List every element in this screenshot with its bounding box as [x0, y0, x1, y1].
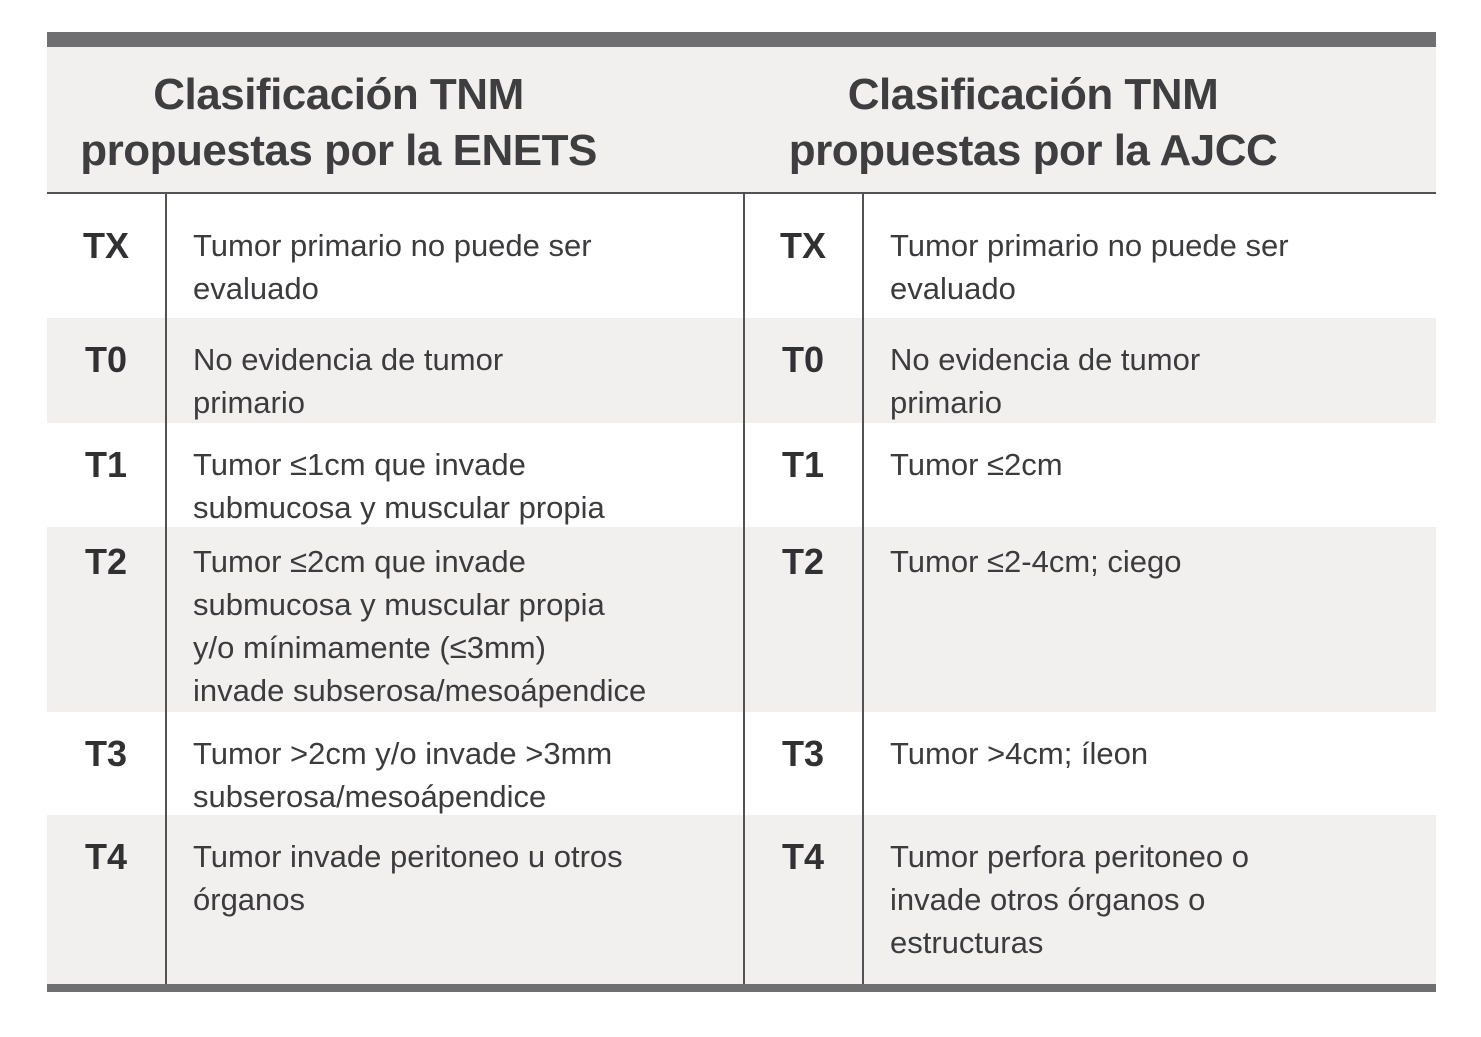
- ajcc-row-tx-desc: Tumor primario no puede ser evaluado: [890, 228, 1289, 306]
- enets-table-title: Clasificación TNM propuestas por la ENET…: [80, 70, 597, 175]
- table-bottom-border-bar: [47, 984, 1436, 992]
- table-top-border-bar: [47, 32, 1436, 47]
- table-row-tx: TX Tumor primario no puede ser evaluado …: [47, 194, 1436, 318]
- ajcc-row-t2-label: T2: [781, 541, 824, 582]
- enets-row-t4-label: T4: [84, 836, 127, 877]
- enets-row-t1-desc: Tumor ≤1cm que invade submucosa y muscul…: [193, 447, 605, 525]
- enets-row-t0-label: T0: [84, 339, 127, 380]
- enets-row-t4-desc: Tumor invade peritoneo u otros órganos: [193, 839, 623, 917]
- table-body: TX Tumor primario no puede ser evaluado …: [47, 192, 1436, 984]
- ajcc-label-column-divider: [862, 194, 864, 984]
- table-row-t1: T1 Tumor ≤1cm que invade submucosa y mus…: [47, 423, 1436, 527]
- table-row-t2: T2 Tumor ≤2cm que invade submucosa y mus…: [47, 527, 1436, 712]
- enets-row-tx-desc: Tumor primario no puede ser evaluado: [193, 228, 592, 306]
- table-header: Clasificación TNM propuestas por la ENET…: [47, 47, 1436, 192]
- center-table-divider: [743, 194, 745, 984]
- enets-row-t2-desc: Tumor ≤2cm que invade submucosa y muscul…: [193, 544, 647, 708]
- ajcc-row-tx-label: TX: [779, 225, 826, 266]
- ajcc-row-t4-desc: Tumor perfora peritoneo o invade otros ó…: [890, 839, 1249, 960]
- enets-row-t3-desc: Tumor >2cm y/o invade >3mm subserosa/mes…: [193, 736, 613, 814]
- tnm-comparison-table: Clasificación TNM propuestas por la ENET…: [47, 32, 1436, 992]
- ajcc-row-t4-label: T4: [781, 836, 824, 877]
- enets-row-t0-desc: No evidencia de tumor primario: [193, 342, 504, 420]
- table-row-t0: T0 No evidencia de tumor primario T0 No …: [47, 318, 1436, 423]
- ajcc-table-title: Clasificación TNM propuestas por la AJCC: [788, 70, 1278, 175]
- ajcc-row-t0-label: T0: [781, 339, 824, 380]
- ajcc-row-t0-desc: No evidencia de tumor primario: [890, 342, 1201, 420]
- ajcc-row-t1-label: T1: [781, 444, 824, 485]
- ajcc-row-t2-desc: Tumor ≤2-4cm; ciego: [890, 544, 1182, 579]
- ajcc-row-t3-label: T3: [781, 733, 824, 774]
- table-row-t3: T3 Tumor >2cm y/o invade >3mm subserosa/…: [47, 712, 1436, 815]
- enets-label-column-divider: [165, 194, 167, 984]
- enets-row-t2-label: T2: [84, 541, 127, 582]
- ajcc-row-t3-desc: Tumor >4cm; íleon: [890, 736, 1149, 771]
- ajcc-row-t1-desc: Tumor ≤2cm: [890, 447, 1063, 482]
- enets-row-t3-label: T3: [84, 733, 127, 774]
- table-row-t4: T4 Tumor invade peritoneo u otros órgano…: [47, 815, 1436, 984]
- enets-row-tx-label: TX: [82, 225, 129, 266]
- enets-row-t1-label: T1: [84, 444, 127, 485]
